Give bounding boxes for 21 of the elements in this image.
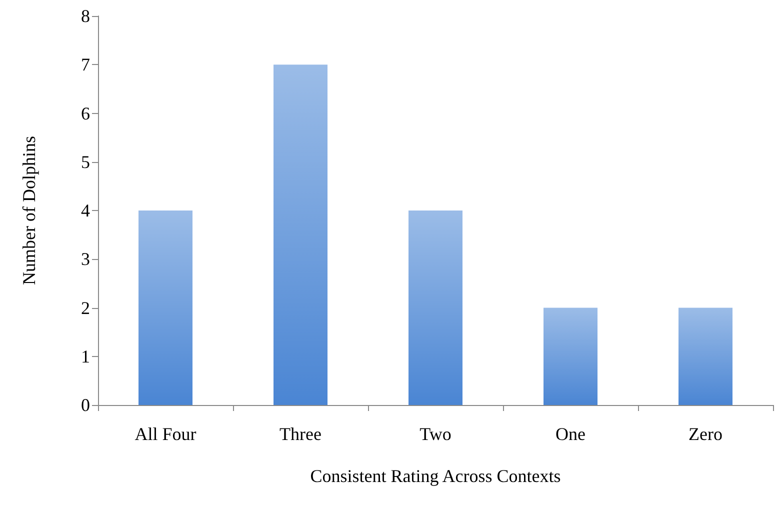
y-tick-label: 6 [81, 103, 90, 124]
bar [408, 210, 462, 405]
y-tick-label: 2 [81, 298, 90, 318]
bar [274, 64, 328, 405]
x-axis-title: Consistent Rating Across Contexts [310, 466, 561, 486]
y-tick-label: 3 [81, 249, 90, 270]
y-tick-label: 7 [81, 54, 90, 75]
bar [678, 308, 732, 405]
y-tick-label: 8 [81, 6, 90, 26]
y-tick-label: 4 [81, 200, 90, 220]
x-tick-label: Zero [688, 424, 722, 444]
bar [544, 308, 598, 405]
x-tick-label: Two [420, 424, 452, 444]
x-tick-label: One [556, 424, 586, 444]
x-tick-label: Three [280, 424, 322, 444]
x-tick-label: All Four [134, 424, 196, 444]
y-tick-label: 1 [81, 346, 90, 366]
y-axis-title: Number of Dolphins [19, 136, 39, 285]
y-tick-label: 5 [81, 152, 90, 172]
y-tick-label: 0 [81, 395, 90, 415]
bar [138, 210, 192, 405]
